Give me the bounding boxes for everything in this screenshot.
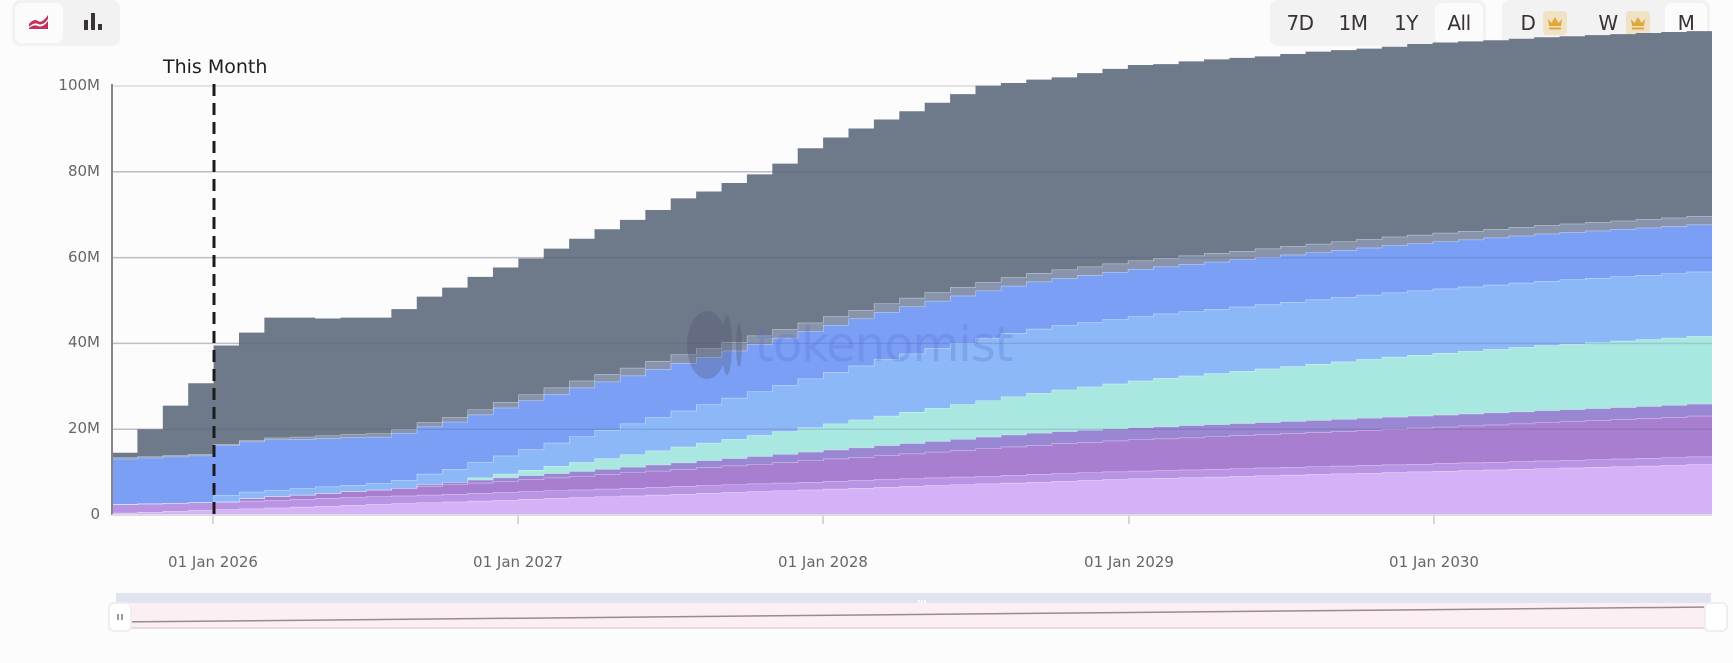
range-navigator[interactable]	[108, 593, 1728, 632]
series-area-5[interactable]	[112, 336, 1712, 505]
y-tick-label: 20M	[67, 419, 100, 438]
navigator-window[interactable]	[116, 603, 1711, 629]
range-label: 1Y	[1394, 11, 1418, 35]
bar-chart-button[interactable]	[69, 3, 117, 43]
series-area-9[interactable]	[112, 31, 1712, 458]
navigator-grip-icon[interactable]	[916, 594, 928, 606]
navigator-right-handle[interactable]	[1704, 602, 1728, 632]
granularity-weekly-button[interactable]: W	[1588, 3, 1660, 43]
x-tick-label: 01 Jan 2029	[1084, 553, 1174, 571]
range-all-button[interactable]: All	[1435, 3, 1483, 43]
granularity-daily-button[interactable]: D	[1510, 3, 1578, 43]
x-tick-label: 01 Jan 2027	[473, 553, 563, 571]
navigator-left-handle[interactable]	[108, 602, 132, 632]
area-chart-icon	[28, 12, 50, 35]
crown-icon	[1625, 11, 1650, 35]
x-tick-label: 01 Jan 2030	[1389, 553, 1479, 571]
range-label: 1M	[1338, 11, 1368, 35]
chart-type-toggle	[12, 0, 120, 46]
range-label: 7D	[1286, 11, 1314, 35]
y-tick-label: 40M	[67, 333, 100, 352]
granularity-label: M	[1677, 11, 1695, 35]
x-tick-label: 01 Jan 2028	[778, 553, 868, 571]
navigator-track[interactable]	[116, 593, 1711, 603]
granularity-label: D	[1520, 11, 1536, 35]
granularity-label: W	[1598, 11, 1618, 35]
y-tick-label: 80M	[67, 161, 100, 180]
range-label: All	[1447, 11, 1471, 35]
range-1y-button[interactable]: 1Y	[1382, 3, 1430, 43]
range-7d-button[interactable]: 7D	[1276, 3, 1324, 43]
series-area-6[interactable]	[112, 271, 1712, 505]
bar-chart-icon	[83, 12, 103, 35]
x-tick-label: 01 Jan 2026	[168, 553, 258, 571]
series-area-2[interactable]	[112, 456, 1712, 513]
this-month-label: This Month	[163, 56, 268, 78]
y-tick-label: 100M	[58, 76, 100, 94]
series-area-3[interactable]	[112, 415, 1712, 505]
time-range-selector: 7D 1M 1Y All	[1270, 0, 1486, 46]
series-area-4[interactable]	[112, 403, 1712, 505]
area-chart-button[interactable]	[15, 3, 63, 43]
range-1m-button[interactable]: 1M	[1328, 3, 1378, 43]
crown-icon	[1543, 11, 1568, 35]
series-area-1[interactable]	[112, 464, 1712, 515]
series-area-7[interactable]	[112, 224, 1712, 505]
stacked-area-chart[interactable]	[0, 0, 1733, 560]
y-tick-label: 0	[90, 505, 100, 523]
y-tick-label: 60M	[67, 247, 100, 266]
